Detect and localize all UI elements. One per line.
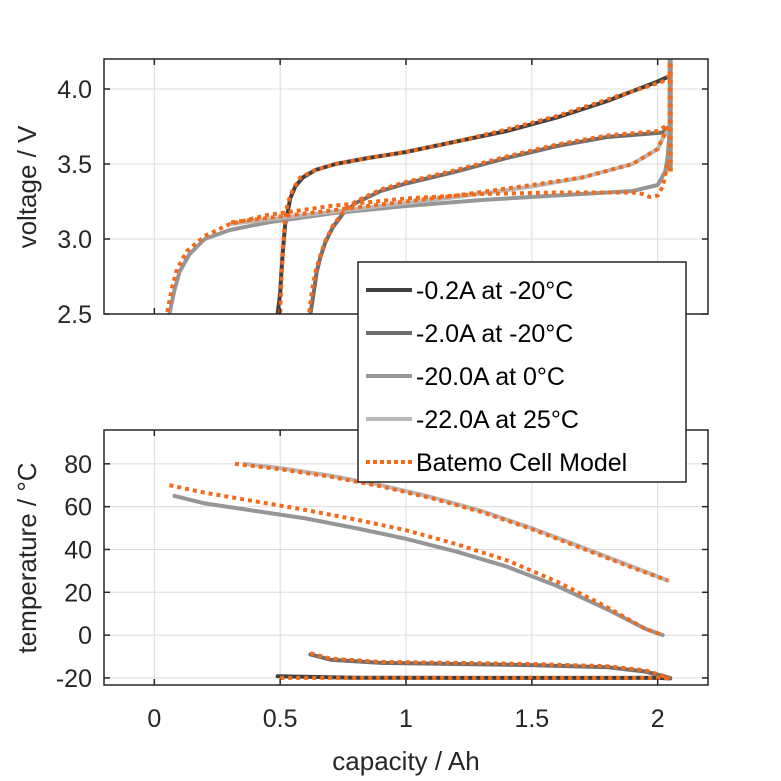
legend-label: -20.0A at 0°C xyxy=(416,363,565,391)
temperature-xtick-label: 0 xyxy=(147,705,161,733)
temperature-ylabel: temperature / °C xyxy=(12,462,42,653)
legend: -0.2A at -20°C -2.0A at -20°C -20.0A at 0°… xyxy=(357,261,687,483)
voltage-ytick-label: 2.5 xyxy=(57,301,92,329)
temperature-series-line xyxy=(172,493,665,638)
temperature-model-line xyxy=(168,483,664,637)
legend-label: -0.2A at -20°C xyxy=(416,277,573,305)
voltage-panel: 2.5 3.0 3.5 4.0 voltage / V xyxy=(12,58,709,329)
voltage-model-line xyxy=(164,163,670,314)
capacity-xlabel: capacity / Ah xyxy=(332,746,479,776)
temperature-ytick-label: 80 xyxy=(64,451,92,479)
temperature-xtick-label: 2 xyxy=(651,705,665,733)
legend-label: -22.0A at 25°C xyxy=(416,406,579,434)
temperature-series xyxy=(168,461,673,681)
voltage-ylabel: voltage / V xyxy=(12,125,42,249)
temperature-panel: 0 0.5 1 1.5 2 -20 0 20 40 60 80 temperature / °C c… xyxy=(12,429,709,776)
voltage-series-line xyxy=(167,59,673,314)
temperature-ytick-label: 40 xyxy=(64,536,92,564)
temperature-xtick-label: 1 xyxy=(399,705,413,733)
temperature-xtick-label: 0.5 xyxy=(263,705,298,733)
voltage-model-line xyxy=(307,124,667,314)
voltage-ytick-label: 4.0 xyxy=(57,76,92,104)
voltage-model-line xyxy=(229,125,670,225)
voltage-series xyxy=(164,59,673,314)
temperature-ytick-label: 20 xyxy=(64,579,92,607)
legend-label: -2.0A at -20°C xyxy=(416,320,573,348)
temperature-xtick-label: 1.5 xyxy=(514,705,549,733)
temperature-model-line xyxy=(280,675,671,681)
temperature-ytick-label: 60 xyxy=(64,494,92,522)
temperature-ticks: 0 0.5 1 1.5 2 -20 0 20 40 60 80 xyxy=(56,430,708,733)
legend-label: Batemo Cell Model xyxy=(416,449,627,477)
voltage-ytick-label: 3.0 xyxy=(57,226,92,254)
temperature-model-line xyxy=(309,651,671,680)
temperature-model-line xyxy=(234,461,669,583)
voltage-ytick-label: 3.5 xyxy=(57,151,92,179)
temperature-ytick-label: 0 xyxy=(78,622,92,650)
temperature-ytick-label: -20 xyxy=(56,665,92,693)
legend-box xyxy=(357,261,687,483)
